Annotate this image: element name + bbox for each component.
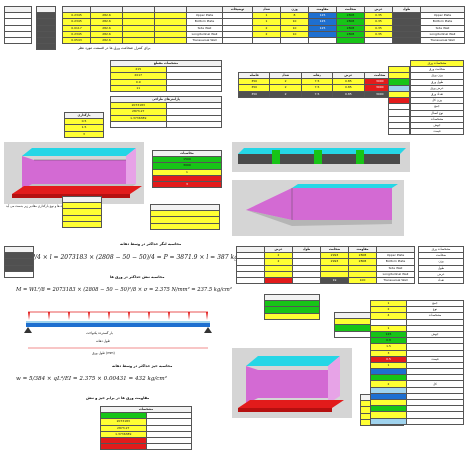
mid-lower-table [150, 203, 220, 230]
left-gray-column [36, 5, 56, 51]
left-mid-table-2: پارامترهای طراحی 2073183 2873.27 1.37363… [110, 95, 222, 128]
cell [145, 443, 192, 451]
equation-moment: M = P/4 × l = 2073183 × (2808 − 50 − 50)… [16, 254, 238, 261]
left-mid-table-3: بارگذاری 0.5 1.5 3 [64, 111, 104, 138]
cell[interactable] [236, 276, 265, 285]
right-value-table [388, 65, 410, 136]
cell[interactable]: 7.5 [300, 90, 334, 98]
cell[interactable] [364, 36, 393, 45]
bottom-left-table: مشخصات 2073183 2873.27 1.3736389 [100, 405, 192, 451]
cell [165, 120, 222, 128]
cell[interactable] [4, 270, 34, 278]
eq-title-1: محاسبه لنگر حداکثر در وسط دهانه [120, 242, 182, 246]
cell[interactable] [292, 276, 321, 285]
label-cell: قیمت [410, 128, 464, 136]
cell[interactable]: 0.0543 [62, 36, 91, 45]
equation-deflection: w = 5/384 × qL⁴/EI = 2.375 × 0.00431 = 4… [16, 376, 167, 382]
cell[interactable] [110, 120, 167, 128]
cell[interactable] [388, 127, 410, 136]
eq-title-4: مقاومت ورق ها در برابر خیز و تنش [86, 396, 150, 400]
cell[interactable]: 350 [237, 90, 271, 98]
bottom-mid-small-2 [334, 311, 404, 338]
bottom-mid-table: عرض طول ضخامت مقاومت 2 2993 2808 Upper Plat… [236, 245, 415, 285]
cell[interactable] [154, 36, 187, 45]
cell[interactable] [122, 36, 155, 45]
beam-diagram-icon [24, 311, 212, 349]
cell [165, 84, 222, 92]
box-3d-icon [232, 348, 352, 418]
top-right-table: توضیحات تعداد وزن مقاومت ضخامت عرض طول 1… [222, 5, 465, 45]
right-label-table: مشخصات ورق ضخامت ورق وزن ورق طول ورق عرض… [410, 59, 464, 136]
cell[interactable] [280, 36, 309, 45]
beam-label-top: بار گسترده یکنواخت [86, 331, 113, 335]
box-3d-icon [232, 180, 404, 236]
cell[interactable] [336, 36, 365, 45]
top-left-table: 0.2345 282.6 Upper Plate 0.2345 282.6 Bottom… [62, 5, 223, 45]
top-left-note: برای کنترل ضخامت ورق ها در قسمت مورد نظر [78, 46, 151, 50]
beam-label-dim: طول دهانه [96, 339, 111, 343]
cell[interactable] [100, 443, 147, 451]
row-label: Transversal Wall [376, 276, 415, 285]
cell[interactable]: 282.6 [90, 36, 123, 45]
row-label: Transversal Wall [186, 36, 223, 45]
cell[interactable] [370, 417, 407, 425]
eq-title-3: محاسبه خیز حداکثر در وسط دهانه [112, 364, 173, 368]
cell[interactable]: 3 [152, 180, 222, 189]
left-diagram-caption: با توجه به فاصله تکیه گاه ها و نوع بارگذ… [6, 204, 92, 208]
label-cell [406, 417, 464, 425]
label-cell: تعداد [418, 276, 464, 285]
cell[interactable] [392, 36, 421, 45]
cell[interactable] [36, 43, 56, 51]
cell[interactable] [62, 220, 102, 228]
cell[interactable] [252, 36, 281, 45]
equation-stress: M = WL²/8 = 2073183 × (2808 − 50 − 50)²/… [16, 287, 232, 293]
row-label: Transversal Wall [420, 36, 465, 45]
cell[interactable]: 0.85 [332, 90, 365, 98]
beam-label-span: (mm) طول ورق [92, 351, 115, 355]
cell[interactable]: 100 [348, 276, 377, 285]
eq-title-2: محاسبه تنش حداکثر در ورق ها [110, 275, 165, 279]
cell[interactable] [264, 276, 293, 285]
mid-top-table: فاصله تعداد دهانه عرض ضخامت 350 2 7.5 0.… [237, 71, 397, 98]
left-mid-table-1: مشخصات مقطع 215 2017 0.9 11 [110, 59, 222, 92]
cell[interactable]: 2 [269, 90, 302, 98]
cell[interactable] [308, 36, 337, 45]
cell[interactable] [150, 222, 220, 230]
cell[interactable]: 19 [320, 276, 349, 285]
cell[interactable] [4, 36, 32, 45]
bottom-mid-small-1 [264, 293, 320, 320]
box-3d-icon [4, 142, 144, 204]
row-label: Longitudinal Wall [186, 30, 223, 38]
bottom-right-values: 1 جمع 2 نوع 4 مشخصات 1 125 جوش 0.8 1.5 3 0.5… [370, 299, 464, 425]
left-edge-column [4, 5, 32, 45]
cell[interactable]: 11 [110, 84, 167, 92]
beam-top-view-icon [232, 142, 410, 172]
left-lower-table [62, 195, 102, 228]
left-bottom-column [4, 245, 34, 278]
cell[interactable] [222, 36, 253, 45]
cell[interactable]: 3 [64, 130, 104, 138]
cell[interactable] [264, 312, 320, 320]
bottom-right-label-table: مشخصات ورق ضخامت وزن طول عرض تعداد [418, 245, 464, 285]
mid-stack-table: محاسبات 1500 3000 1 3 [152, 149, 222, 189]
